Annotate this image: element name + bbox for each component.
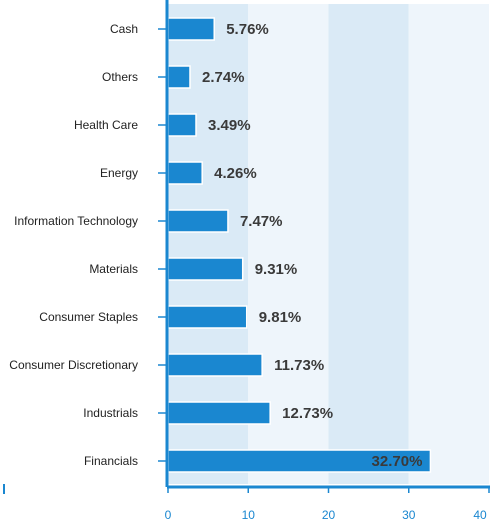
bar [167,65,191,89]
category-label: Information Technology [14,214,138,228]
x-tick-label: 30 [402,508,416,522]
value-label: 5.76% [226,21,269,38]
category-label: Cash [110,22,138,36]
grid-bands [168,4,489,484]
bar [167,113,197,137]
value-label: 4.26% [214,165,257,182]
value-label: 9.81% [259,309,302,326]
value-label: 3.49% [208,117,251,134]
bar [167,257,244,281]
value-label: 7.47% [240,213,283,230]
x-tick-label: 10 [242,508,256,522]
grid-band [328,4,409,484]
category-label: Energy [100,166,138,180]
value-labels: 5.76% 2.74% 3.49% 4.26% 7.47% 9.31% 9.81% 11.73… [202,21,422,470]
category-labels: Cash Others Health Care Energy Information T… [9,22,138,468]
value-label: 32.70% [372,453,423,470]
bar [167,209,229,233]
x-tick-label: 20 [322,508,336,522]
value-label: 9.31% [255,261,298,278]
category-label: Health Care [74,118,138,132]
bar [167,17,215,41]
x-tick-label: 40 [473,508,487,522]
value-label: 11.73% [274,357,324,374]
category-label: Consumer Discretionary [9,358,138,372]
x-tick-label: 0 [165,508,172,522]
category-label: Materials [89,262,138,276]
bar [167,353,263,377]
bar [167,161,203,185]
grid-band [408,4,489,484]
category-label: Industrials [83,406,138,420]
bar [167,305,248,329]
value-label: 12.73% [282,405,333,422]
bar [167,401,271,425]
x-tick-labels: 0 10 20 30 40 [165,508,487,522]
category-label: Financials [84,454,138,468]
axes [3,0,490,494]
value-label: 2.74% [202,69,245,86]
category-label: Others [102,70,138,84]
category-label: Consumer Staples [39,310,138,324]
